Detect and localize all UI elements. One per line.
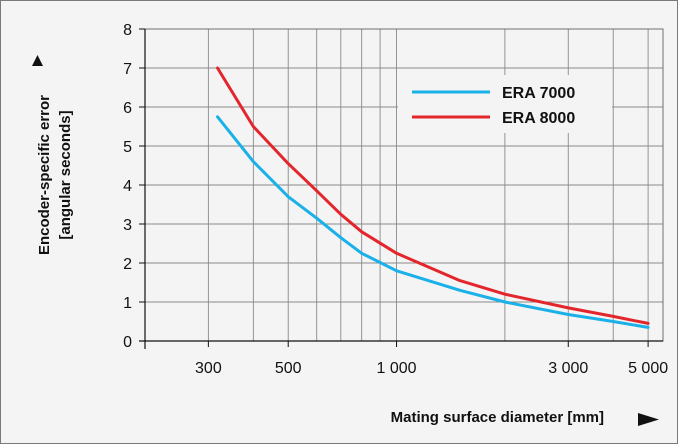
legend-background [398, 75, 612, 133]
y-tick-label: 4 [123, 178, 132, 195]
x-tick-label: 3 000 [548, 360, 588, 377]
y-tick-label: 2 [123, 256, 132, 273]
x-axis: 300 500 1 000 3 000 5 000 [139, 340, 668, 377]
x-tick-label: 500 [275, 360, 302, 377]
x-tick-label: 1 000 [377, 360, 417, 377]
y-tick-label: 5 [123, 139, 132, 156]
series-line [216, 66, 650, 325]
x-tick-label: 5 000 [628, 360, 668, 377]
legend-label: ERA 7000 [502, 85, 575, 102]
y-tick-label: 3 [123, 217, 132, 234]
y-tick-label: 7 [123, 61, 132, 78]
y-tick-label: 8 [123, 22, 132, 39]
series-lines [216, 66, 650, 329]
y-axis-title-line-1: Encoder-specific error [36, 94, 53, 256]
y-tick-label: 6 [123, 100, 132, 117]
y-axis-arrow-icon [32, 55, 43, 66]
x-axis-arrow-icon [638, 413, 659, 426]
y-axis-title-line-2: [angular seconds] [57, 110, 74, 240]
x-axis-title: Mating surface diameter [mm] [390, 409, 604, 426]
y-tick-label: 0 [123, 334, 132, 351]
series-line [216, 115, 650, 329]
legend: ERA 7000 ERA 8000 [398, 75, 612, 133]
x-tick-label: 300 [195, 360, 222, 377]
y-axis: 0 1 2 3 4 5 6 7 8 [123, 22, 146, 351]
legend-label: ERA 8000 [502, 110, 575, 127]
y-tick-label: 1 [123, 295, 132, 312]
y-axis-title: Encoder-specific error [angular seconds] [34, 95, 76, 255]
